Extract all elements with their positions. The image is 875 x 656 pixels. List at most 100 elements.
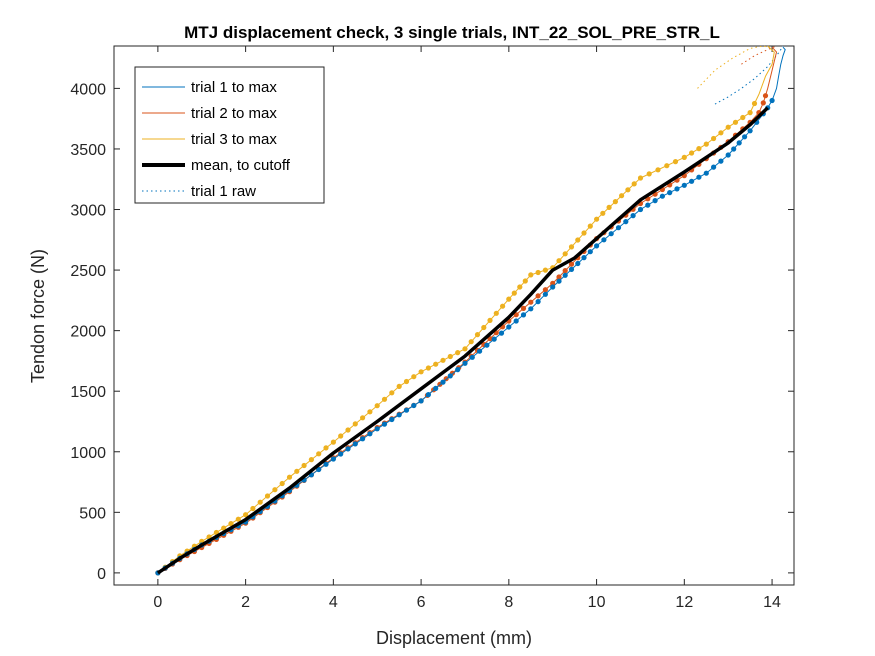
data-point [506,324,512,330]
legend: trial 1 to max trial 2 to max trial 3 to m… [134,66,325,204]
y-tick-label: 4000 [70,81,106,98]
data-point [681,182,687,188]
data-point [681,154,687,160]
data-point [367,409,373,415]
data-point [433,385,439,391]
data-point [500,303,506,309]
data-point [711,135,717,142]
data-point [330,439,336,445]
data-point [550,280,556,286]
series-3 [156,106,769,575]
data-point [316,451,322,457]
data-point [345,427,351,433]
data-point [474,332,481,338]
data-point [736,140,742,146]
data-point [587,223,593,229]
data-point [440,357,446,363]
data-point [562,251,568,257]
data-point [606,204,612,210]
data-point [279,480,285,487]
data-point [381,421,388,427]
data-point [462,360,468,366]
x-tick-label: 2 [241,594,250,611]
data-point [562,272,568,278]
data-point [360,436,366,442]
y-tick-label: 2500 [70,263,106,280]
y-tick-label: 2000 [70,324,106,341]
x-tick-label: 4 [329,594,338,611]
data-point [689,150,695,156]
data-point [484,342,490,348]
legend-items: trial 1 to max trial 2 to max trial 3 to m… [142,79,291,200]
y-tick-label: 1000 [70,445,106,462]
data-point [732,119,739,125]
data-point [762,93,769,99]
data-point [556,274,562,280]
data-point [440,379,446,385]
data-point [725,124,731,130]
data-point [352,441,358,447]
data-point [568,261,575,267]
series-6 [741,45,777,65]
data-point [751,100,758,107]
data-point [389,390,395,396]
data-point [323,461,329,467]
data-point [433,361,439,367]
data-point [696,174,702,180]
data-point [513,318,519,324]
data-point [615,225,622,231]
data-point [619,193,625,199]
data-point [655,167,661,173]
data-point [696,146,702,152]
data-point [264,493,271,499]
data-point [418,369,424,375]
data-point [594,216,600,222]
legend-label: trial 1 to max [191,79,277,96]
y-tick-label: 500 [79,505,106,522]
data-point [411,402,417,409]
data-point [612,199,619,205]
data-point [517,284,523,290]
data-point [468,339,474,345]
legend-box [134,66,325,204]
data-point [286,474,293,480]
data-point [367,431,373,437]
data-point [396,383,402,389]
data-point [542,287,549,293]
data-point [664,163,670,169]
data-point [731,146,737,152]
x-axis-label: Displacement (mm) [376,628,532,648]
data-point [447,373,453,379]
data-point [374,403,380,409]
data-point [594,243,600,249]
data-point [511,290,517,296]
series-line [156,106,769,575]
data-point [575,237,581,243]
data-point [528,299,534,305]
data-point [411,374,417,380]
data-point [345,446,351,452]
data-point [725,152,731,158]
data-point [498,330,505,336]
data-point [630,213,636,219]
data-point [462,346,468,352]
legend-label: trial 2 to max [191,105,277,122]
data-point [575,260,581,267]
data-point [447,353,453,360]
series-line [741,45,777,65]
data-point [581,230,587,236]
data-point [747,110,753,116]
data-point [556,278,562,284]
x-tick-label: 8 [504,594,513,611]
data-point [587,249,593,255]
data-point [425,392,431,398]
data-point [689,178,695,184]
data-point [528,306,534,312]
data-point [623,219,629,225]
data-point [562,268,568,274]
x-tick-label: 12 [675,594,693,611]
data-point [506,296,512,302]
data-point [718,130,724,136]
data-point [747,128,753,134]
